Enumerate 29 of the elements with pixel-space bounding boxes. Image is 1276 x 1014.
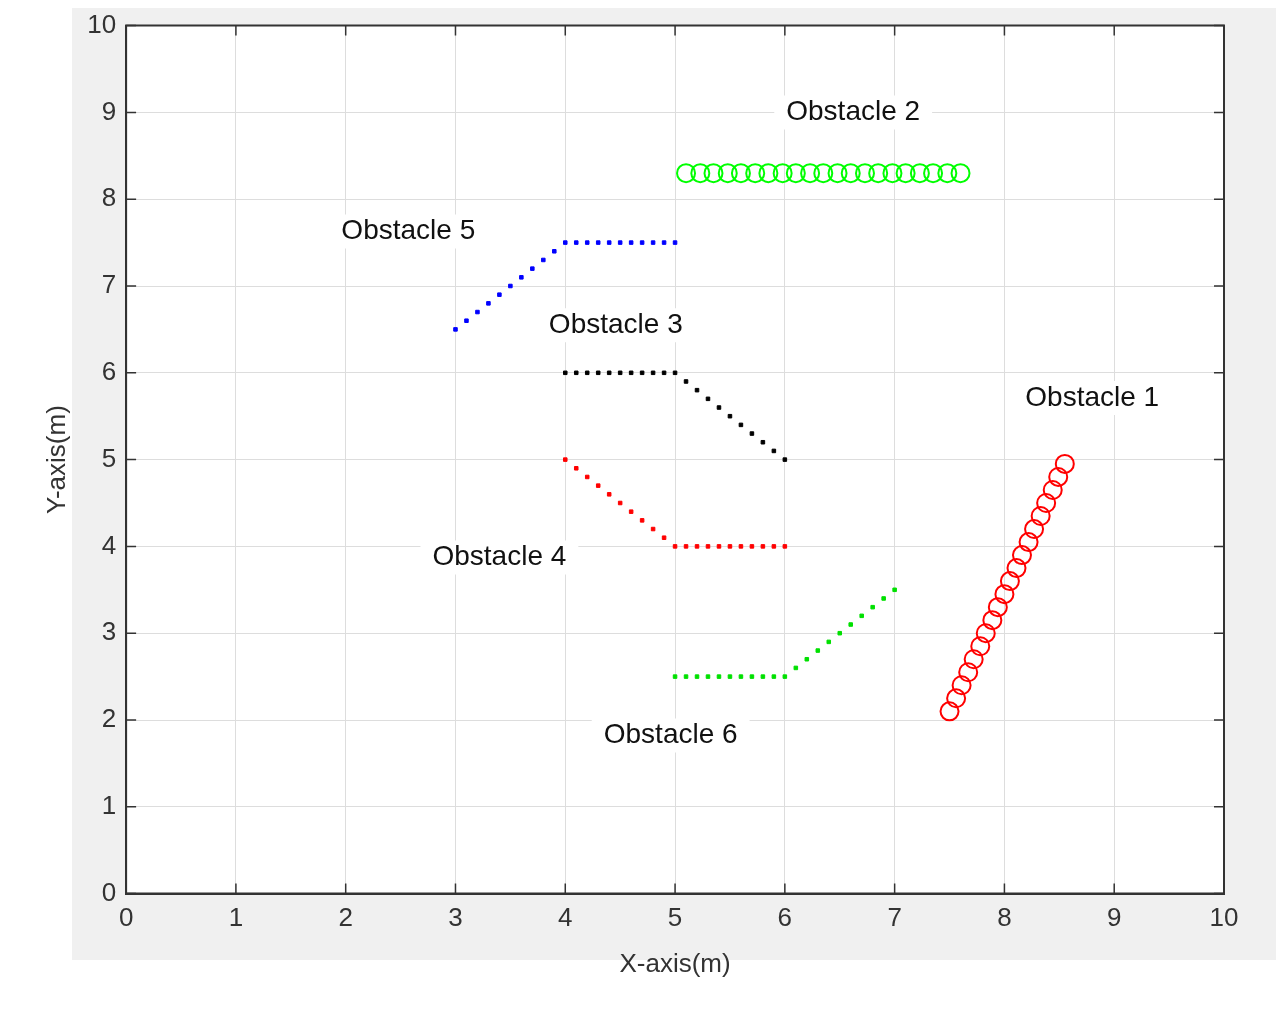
y-tick-label: 3 <box>101 616 117 647</box>
x-tick-label: 5 <box>667 902 683 933</box>
series-label: Obstacle 5 <box>341 214 476 246</box>
y-tick-label: 10 <box>87 8 117 39</box>
x-tick-label: 7 <box>887 902 902 933</box>
x-tick-label: 6 <box>777 902 793 933</box>
y-tick-label: 9 <box>101 95 117 126</box>
y-tick-label: 5 <box>101 442 117 473</box>
series-label: Obstacle 2 <box>786 95 921 127</box>
y-tick-label: 0 <box>101 876 117 907</box>
text: Obstacle 4 <box>432 540 567 572</box>
y-tick-label: 4 <box>101 529 117 560</box>
x-tick-label: 8 <box>997 902 1012 933</box>
x-axis-title: X-axis(m) <box>619 947 731 978</box>
series-label: Obstacle 3 <box>548 307 683 339</box>
y-tick-label: 8 <box>101 182 117 213</box>
x-tick-label: 1 <box>228 902 244 933</box>
y-tick-label: 6 <box>101 355 117 386</box>
x-tick-label: 9 <box>1106 902 1122 933</box>
x-tick-label: 3 <box>448 902 463 933</box>
x-tick-label: 10 <box>1209 902 1239 933</box>
series-label: Obstacle 6 <box>603 718 738 750</box>
y-tick-label: 2 <box>101 703 117 734</box>
y-axis-title: Y-axis(m) <box>40 405 71 515</box>
x-tick-label: 4 <box>558 902 573 933</box>
x-tick-label: 2 <box>338 902 353 933</box>
text: Obstacle 1 <box>1025 380 1160 412</box>
y-tick-label: 7 <box>101 269 117 300</box>
y-tick-label: 1 <box>101 789 117 820</box>
